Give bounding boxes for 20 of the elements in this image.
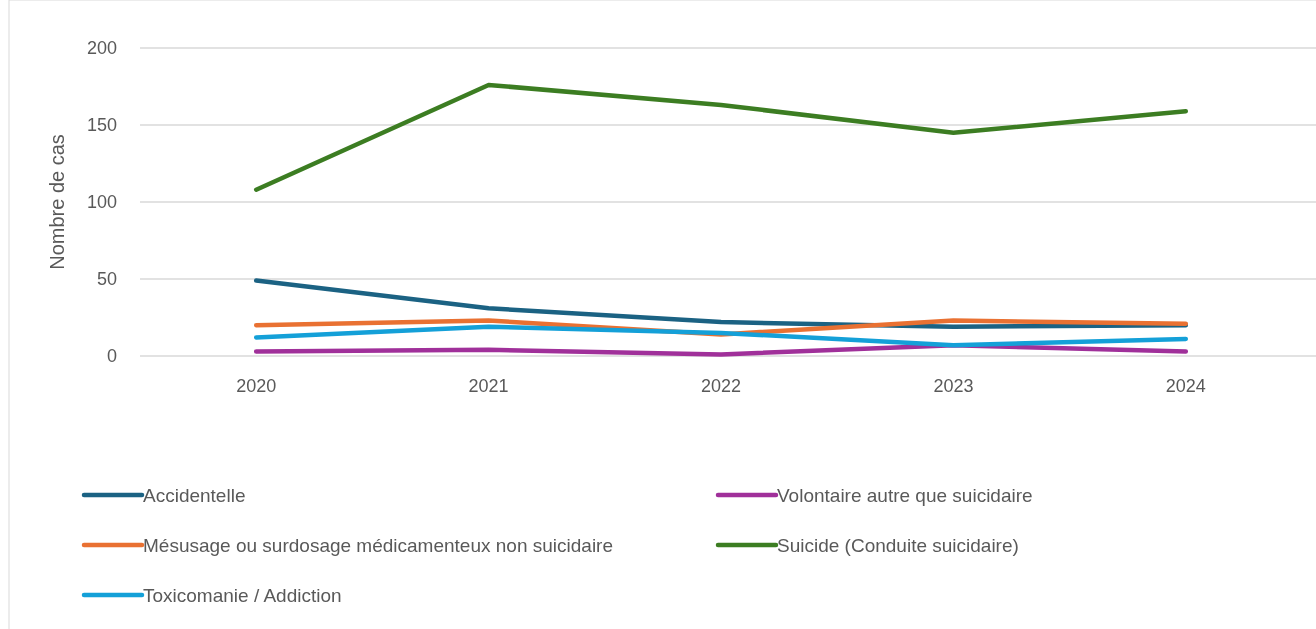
y-tick-label: 0: [106, 346, 117, 367]
x-tick-label: 2023: [933, 376, 974, 396]
y-tick-label: 150: [86, 115, 117, 136]
line-series: [253, 342, 1189, 357]
y-tick-label: 50: [96, 269, 117, 290]
x-tick-label: 2020: [236, 376, 277, 396]
legend-label: Volontaire autre que suicidaire: [777, 484, 1033, 506]
legend-label: Suicide (Conduite suicidaire): [777, 534, 1019, 556]
legend-label: Toxicomanie / Addiction: [143, 584, 342, 606]
x-tick-label: 2022: [700, 376, 742, 396]
y-axis-title: Nombre de cas: [46, 134, 68, 270]
legend-label: Mésusage ou surdosage médicamenteux non suicidaire: [143, 534, 613, 556]
x-tick-label: 2024: [1165, 376, 1206, 396]
y-tick-label: 200: [86, 38, 117, 59]
line-series: [253, 82, 1189, 192]
line-series: [253, 324, 1189, 348]
x-tick-label: 2021: [468, 376, 509, 396]
legend-label: Accidentelle: [143, 484, 246, 506]
line-series: [253, 278, 1189, 329]
y-tick-label: 100: [86, 192, 117, 213]
